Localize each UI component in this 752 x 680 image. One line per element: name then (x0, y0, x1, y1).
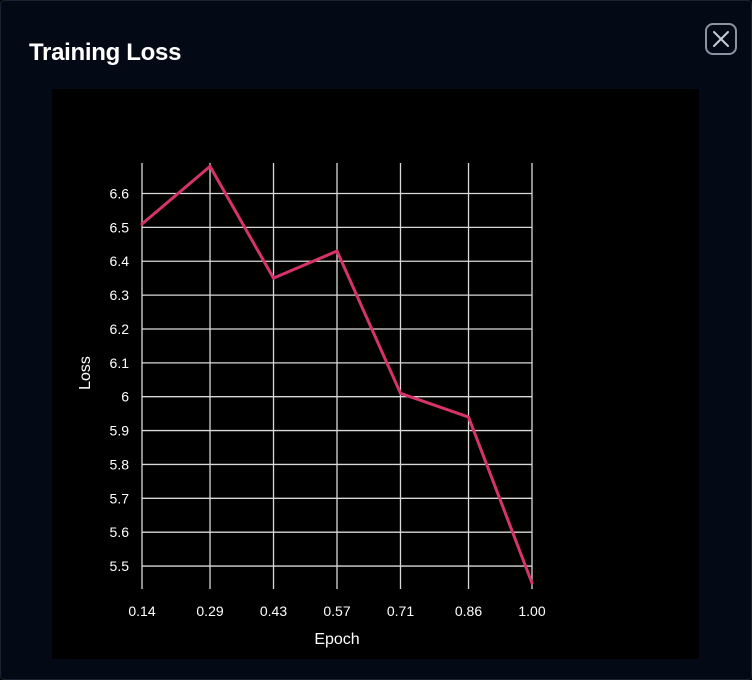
data-point (335, 249, 339, 253)
y-tick-label: 5.6 (110, 524, 130, 540)
x-axis-ticks: 0.14 0.29 0.43 0.57 0.71 0.86 1.00 (128, 603, 545, 619)
y-axis-ticks: 5.5 5.6 5.7 5.8 5.9 6 6.1 6.2 6.3 6.4 6.5 6.6 (110, 185, 130, 574)
modal-title: Training Loss (29, 39, 182, 66)
grid (141, 163, 533, 589)
x-tick-label: 0.86 (455, 603, 482, 619)
chart-panel: 5.5 5.6 5.7 5.8 5.9 6 6.1 6.2 6.3 6.4 6.5 6.6 0.14 0… (52, 89, 699, 659)
y-tick-label: 5.7 (110, 490, 130, 506)
y-tick-label: 6.5 (110, 219, 130, 235)
data-point (272, 276, 276, 280)
x-tick-label: 0.43 (260, 603, 287, 619)
line-chart: 5.55.65.75.85.966.16.26.36.46.56.6 0.14 0… (77, 163, 546, 648)
y-axis-label: Loss (77, 356, 94, 390)
y-tick-label: 6.3 (110, 287, 130, 303)
data-point (140, 222, 144, 226)
data-point (467, 415, 471, 419)
x-tick-label: 0.29 (196, 603, 223, 619)
x-axis-label: Epoch (314, 631, 359, 648)
close-icon (713, 31, 729, 47)
x-tick-label: 0.71 (387, 603, 414, 619)
close-button[interactable] (705, 23, 737, 55)
y-tick-label: 6.2 (110, 321, 130, 337)
x-tick-label: 1.00 (518, 603, 545, 619)
data-point (530, 581, 534, 585)
y-tick-label: 6 (121, 389, 129, 405)
data-point (398, 391, 402, 395)
series-layer (140, 164, 534, 585)
x-tick-label: 0.57 (323, 603, 350, 619)
y-tick-label: 5.9 (110, 423, 130, 439)
y-tick-label: 6.1 (110, 355, 130, 371)
data-point (208, 164, 212, 168)
y-tick-label: 5.8 (110, 456, 130, 472)
x-tick-label: 0.14 (128, 603, 155, 619)
y-tick-label: 5.5 (110, 558, 130, 574)
y-tick-label: 6.6 (110, 185, 130, 201)
y-tick-label: 6.4 (110, 253, 130, 269)
